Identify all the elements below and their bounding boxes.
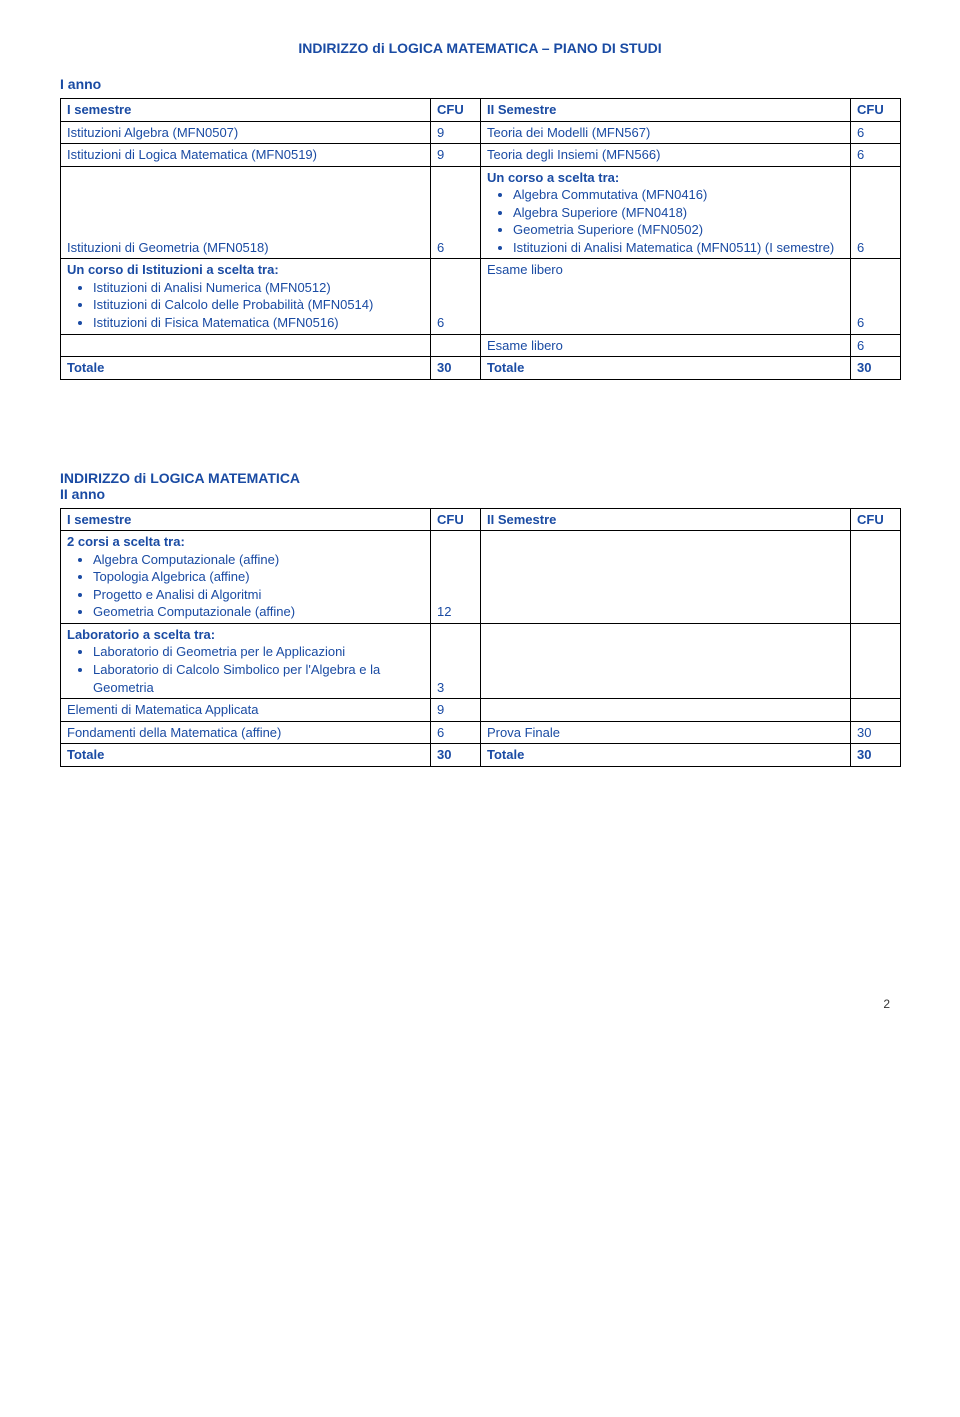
list-item: Istituzioni di Analisi Numerica (MFN0512… [93, 279, 424, 297]
choice-list: Algebra Computazionale (affine) Topologi… [67, 551, 424, 621]
cell: 6 [431, 721, 481, 744]
cell: Prova Finale [481, 721, 851, 744]
cell [481, 531, 851, 624]
total-cell: 30 [851, 357, 901, 380]
table-row: Esame libero 6 [61, 334, 901, 357]
cell: 6 [851, 166, 901, 259]
total-cell: Totale [61, 744, 431, 767]
list-item: Algebra Commutativa (MFN0416) [513, 186, 844, 204]
list-item: Istituzioni di Analisi Matematica (MFN05… [513, 239, 844, 257]
table-row: Laboratorio a scelta tra: Laboratorio di… [61, 623, 901, 698]
total-cell: Totale [61, 357, 431, 380]
list-item: Topologia Algebrica (affine) [93, 568, 424, 586]
list-item: Laboratorio di Calcolo Simbolico per l'A… [93, 661, 424, 696]
page-number: 2 [60, 997, 900, 1011]
year1-label: I anno [60, 76, 900, 92]
main-title: INDIRIZZO di LOGICA MATEMATICA – PIANO D… [60, 40, 900, 56]
list-item: Algebra Computazionale (affine) [93, 551, 424, 569]
total-cell: 30 [431, 357, 481, 380]
table-row: 2 corsi a scelta tra: Algebra Computazio… [61, 531, 901, 624]
cell: Istituzioni Algebra (MFN0507) [61, 121, 431, 144]
cell [481, 699, 851, 722]
year2-label: II anno [60, 486, 900, 502]
header-cell: I semestre [61, 99, 431, 122]
list-lead: Un corso a scelta tra: [487, 170, 619, 185]
cell [851, 531, 901, 624]
cell: Elementi di Matematica Applicata [61, 699, 431, 722]
cell: 6 [851, 334, 901, 357]
table-row: Istituzioni di Geometria (MFN0518) 6 Un … [61, 166, 901, 259]
cell: 30 [851, 721, 901, 744]
table-row: I semestre CFU II Semestre CFU [61, 508, 901, 531]
table-row: I semestre CFU II Semestre CFU [61, 99, 901, 122]
cell: 12 [431, 531, 481, 624]
header-cell: II Semestre [481, 99, 851, 122]
cell: Un corso a scelta tra: Algebra Commutati… [481, 166, 851, 259]
cell: Fondamenti della Matematica (affine) [61, 721, 431, 744]
table-row: Istituzioni Algebra (MFN0507) 9 Teoria d… [61, 121, 901, 144]
header-cell: II Semestre [481, 508, 851, 531]
list-item: Progetto e Analisi di Algoritmi [93, 586, 424, 604]
list-item: Laboratorio di Geometria per le Applicaz… [93, 643, 424, 661]
cell: 9 [431, 144, 481, 167]
cell: Laboratorio a scelta tra: Laboratorio di… [61, 623, 431, 698]
table-row: Elementi di Matematica Applicata 9 [61, 699, 901, 722]
cell: Istituzioni di Geometria (MFN0518) [61, 166, 431, 259]
cell [851, 699, 901, 722]
cell [61, 334, 431, 357]
cell: 6 [431, 166, 481, 259]
table-row: Totale 30 Totale 30 [61, 357, 901, 380]
header-cell: I semestre [61, 508, 431, 531]
header-cell: CFU [851, 99, 901, 122]
cell: Esame libero [481, 259, 851, 334]
section2-title: INDIRIZZO di LOGICA MATEMATICA [60, 470, 900, 486]
list-item: Algebra Superiore (MFN0418) [513, 204, 844, 222]
cell: Teoria degli Insiemi (MFN566) [481, 144, 851, 167]
cell: Istituzioni di Logica Matematica (MFN051… [61, 144, 431, 167]
cell: 3 [431, 623, 481, 698]
cell: Un corso di Istituzioni a scelta tra: Is… [61, 259, 431, 334]
table-row: Un corso di Istituzioni a scelta tra: Is… [61, 259, 901, 334]
cell: 6 [851, 259, 901, 334]
cell: 6 [851, 144, 901, 167]
total-cell: Totale [481, 744, 851, 767]
list-lead: Laboratorio a scelta tra: [67, 627, 215, 642]
cell: Teoria dei Modelli (MFN567) [481, 121, 851, 144]
choice-list: Istituzioni di Analisi Numerica (MFN0512… [67, 279, 424, 332]
list-lead: 2 corsi a scelta tra: [67, 534, 185, 549]
table-row: Totale 30 Totale 30 [61, 744, 901, 767]
header-cell: CFU [851, 508, 901, 531]
cell [851, 623, 901, 698]
list-item: Istituzioni di Fisica Matematica (MFN051… [93, 314, 424, 332]
cell: 6 [431, 259, 481, 334]
total-cell: Totale [481, 357, 851, 380]
header-cell: CFU [431, 99, 481, 122]
table-year2: I semestre CFU II Semestre CFU 2 corsi a… [60, 508, 901, 767]
list-item: Geometria Computazionale (affine) [93, 603, 424, 621]
table-row: Istituzioni di Logica Matematica (MFN051… [61, 144, 901, 167]
list-item: Geometria Superiore (MFN0502) [513, 221, 844, 239]
header-cell: CFU [431, 508, 481, 531]
cell [481, 623, 851, 698]
cell [431, 334, 481, 357]
total-cell: 30 [431, 744, 481, 767]
total-cell: 30 [851, 744, 901, 767]
cell: Esame libero [481, 334, 851, 357]
cell: 6 [851, 121, 901, 144]
list-lead: Un corso di Istituzioni a scelta tra: [67, 262, 279, 277]
cell: 9 [431, 699, 481, 722]
list-item: Istituzioni di Calcolo delle Probabilità… [93, 296, 424, 314]
cell: 9 [431, 121, 481, 144]
cell: 2 corsi a scelta tra: Algebra Computazio… [61, 531, 431, 624]
choice-list: Algebra Commutativa (MFN0416) Algebra Su… [487, 186, 844, 256]
table-row: Fondamenti della Matematica (affine) 6 P… [61, 721, 901, 744]
table-year1: I semestre CFU II Semestre CFU Istituzio… [60, 98, 901, 380]
choice-list: Laboratorio di Geometria per le Applicaz… [67, 643, 424, 696]
